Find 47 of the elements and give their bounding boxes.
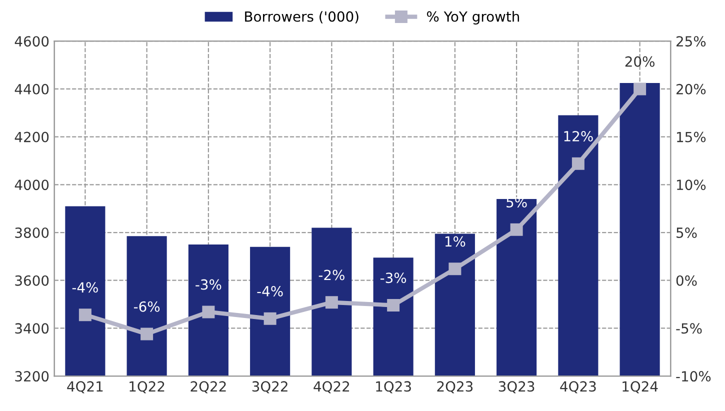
y2-tick-label: -5% bbox=[676, 323, 702, 334]
data-label: -4% bbox=[72, 282, 98, 293]
x-tick-label: 1Q23 bbox=[376, 381, 411, 394]
point bbox=[202, 306, 215, 318]
data-label: -3% bbox=[196, 279, 222, 290]
y-tick-label: 3800 bbox=[15, 227, 49, 238]
point bbox=[510, 223, 523, 236]
point bbox=[634, 82, 646, 96]
x-tick-label: 1Q24 bbox=[622, 381, 658, 394]
data-label: 20% bbox=[625, 56, 654, 67]
x-tick-label: 4Q21 bbox=[67, 381, 103, 394]
y2-tick-label: -10% bbox=[676, 371, 711, 382]
x-tick-label: 2Q22 bbox=[190, 381, 226, 394]
data-label: 12% bbox=[564, 130, 593, 142]
point bbox=[325, 296, 338, 309]
data-label: -2% bbox=[318, 270, 344, 280]
y2-tick-label: 15% bbox=[677, 132, 706, 142]
point bbox=[387, 298, 400, 312]
y-tick-label: 3400 bbox=[15, 323, 49, 334]
x-tick-label: 2Q23 bbox=[437, 381, 473, 394]
x-tick-label: 3Q22 bbox=[252, 381, 288, 394]
x-tick-label: 3Q23 bbox=[498, 381, 534, 394]
x-tick-label: 1Q22 bbox=[130, 381, 164, 394]
y2-tick-label: 25% bbox=[676, 36, 706, 47]
point bbox=[78, 308, 92, 322]
y-tick-label: 4000 bbox=[14, 180, 49, 190]
data-label: 1% bbox=[445, 236, 466, 247]
y-tick-label: 3200 bbox=[15, 371, 49, 382]
data-label: -4% bbox=[257, 286, 283, 297]
point bbox=[572, 157, 584, 170]
y-tick-label: 4600 bbox=[14, 36, 49, 47]
point bbox=[264, 312, 276, 325]
point bbox=[140, 328, 154, 340]
y-tick-label: 3600 bbox=[15, 275, 49, 286]
y2-tick-label: 0% bbox=[676, 275, 697, 286]
data-label: -6% bbox=[134, 301, 160, 312]
y2-tick-label: 10% bbox=[677, 180, 706, 190]
y2-tick-label: 5% bbox=[676, 227, 697, 238]
x-tick-label: 4Q23 bbox=[560, 381, 596, 394]
y-tick-label: 4200 bbox=[14, 132, 49, 142]
x-tick-label: 4Q22 bbox=[314, 381, 350, 394]
point bbox=[448, 262, 462, 276]
y-tick-label: 4400 bbox=[14, 84, 49, 94]
y2-tick-label: 20% bbox=[676, 84, 706, 94]
legend-label: % YoY growth bbox=[426, 11, 519, 24]
legend-label: Borrowers ('000) bbox=[245, 11, 358, 24]
data-label: -3% bbox=[380, 272, 406, 284]
